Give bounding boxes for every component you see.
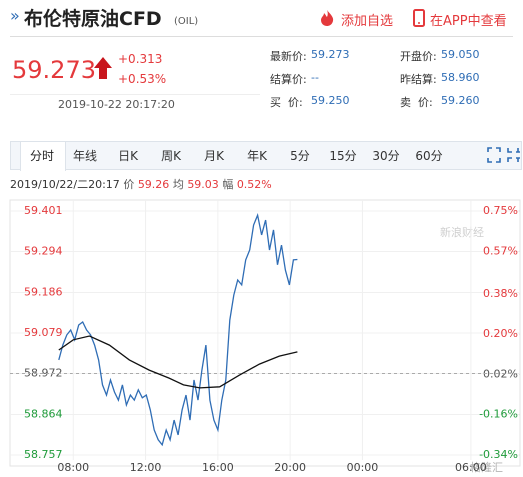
info-price: 59.26 [137,178,170,191]
tab[interactable]: 年K [247,149,267,163]
x-tick-label: 20:00 [274,461,306,474]
change: +0.313 [118,52,163,66]
prefix: » [10,6,20,25]
title: 布伦特原油CFD [24,8,162,30]
series-line [58,335,298,389]
info-line: 2019/10/22/二20:17 价 59.26 均 59.03 幅 0.52… [10,176,272,192]
x-tick-label: 08:00 [57,461,89,474]
tab[interactable]: 30分 [372,149,400,163]
stat-label: 最新价: [270,50,307,63]
y-tick-label: 59.186 [24,285,63,298]
code: (OIL) [174,16,199,27]
tab[interactable]: 5分 [290,149,310,163]
tab[interactable]: 周K [161,149,181,163]
quote-time: 2019-10-22 20:17:20 [58,98,175,111]
y-tick-label: 59.079 [24,326,63,339]
tab[interactable]: 月K [204,149,224,163]
info-label: 幅 [222,178,234,191]
tab[interactable]: 15分 [329,149,357,163]
divider [10,94,260,95]
up-arrow [94,57,112,79]
tab-bar [10,141,522,170]
tab[interactable]: 日K [118,149,138,163]
stat-label: 开盘价: [400,50,437,63]
stat-value: 59.273 [311,48,350,61]
watermark: 新浪财经 [440,225,484,239]
add-watch[interactable]: 添加自选 [341,14,394,29]
stat-label: 买 价: [270,96,303,109]
stat-value: 59.260 [441,94,480,107]
y2-tick-label: 0.38% [483,287,518,300]
flame-icon[interactable] [318,9,336,27]
y-tick-label: 58.864 [24,407,63,420]
info-time: 2019/10/22/二20:17 [10,178,120,191]
change-pct: +0.53% [118,72,167,86]
tab[interactable]: 年线 [72,149,97,163]
tab[interactable]: 60分 [415,149,443,163]
y-tick-label: 59.294 [24,245,63,258]
stat-label: 结算价: [270,73,307,86]
info-avg: 59.03 [187,178,219,191]
y-tick-label: 58.757 [24,448,63,461]
y2-tick-label: 0.02% [483,367,518,380]
stat-value: 59.050 [441,48,480,61]
price: 59.273 [12,56,96,84]
y2-tick-label: 0.57% [483,244,518,257]
y2-tick-label: 0.20% [483,327,518,340]
y2-tick-label: -0.34% [479,448,518,461]
stat-label: 卖 价: [400,96,433,109]
x-tick-label: 00:00 [347,461,379,474]
stat-label: 昨结算: [400,73,437,86]
info-label: 价 [123,178,135,191]
open-app[interactable]: 在APP中查看 [430,14,507,29]
phone-icon[interactable] [412,8,426,28]
stat-value: -- [311,71,319,84]
y2-tick-label: 0.75% [483,204,518,217]
corner-mark: 格隆汇 [470,460,503,474]
tab[interactable]: 分时 [29,149,54,163]
x-tick-label: 06:00 [455,461,487,474]
y-tick-label: 59.401 [24,204,63,217]
tool-icons[interactable] [486,146,522,164]
info-label: 均 [172,178,184,191]
y2-tick-label: -0.16% [479,408,518,421]
y-tick-label: 58.972 [24,367,63,380]
info-amp: 0.52% [236,178,272,191]
divider [10,36,513,37]
stat-value: 59.250 [311,94,350,107]
series-line [58,212,298,447]
stat-value: 58.960 [441,71,480,84]
x-tick-label: 16:00 [202,461,234,474]
active-tab-bg [20,142,66,171]
x-tick-label: 12:00 [130,461,162,474]
